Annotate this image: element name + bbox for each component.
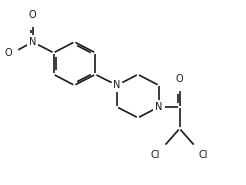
Text: O: O [29,10,36,20]
Text: N: N [29,37,36,47]
Text: N: N [155,102,162,112]
Text: O: O [176,74,184,84]
Text: Cl: Cl [199,150,208,160]
Text: Cl: Cl [151,150,160,160]
Text: O: O [4,48,12,58]
Text: N: N [113,80,121,90]
